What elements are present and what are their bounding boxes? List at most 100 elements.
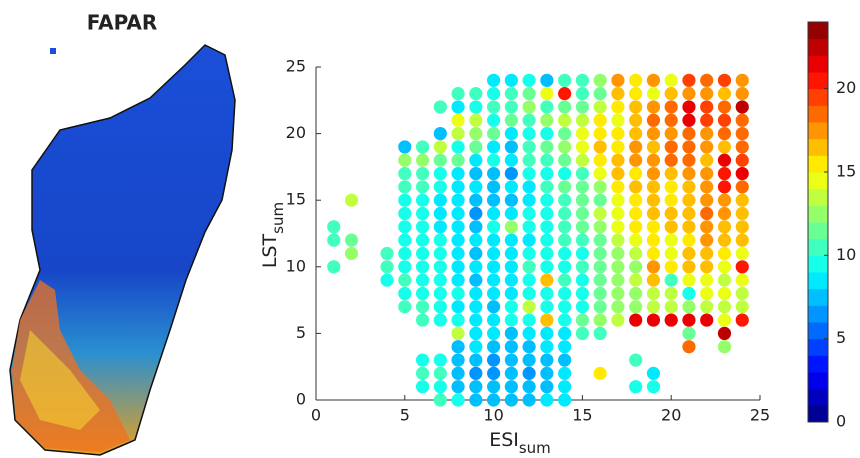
point [594,220,607,233]
point [416,207,429,220]
point [594,260,607,273]
x-tick-label: 0 [311,406,321,425]
point [398,287,411,300]
point [665,313,678,326]
point [558,207,571,220]
point [345,234,358,247]
point [629,100,642,113]
point [398,260,411,273]
point [540,367,553,380]
point [647,127,660,140]
point [505,87,518,100]
point [700,300,713,313]
point [505,194,518,207]
point [576,154,589,167]
point [380,247,393,260]
colorbar-step [808,139,828,156]
point [611,220,624,233]
point [736,154,749,167]
point [682,220,695,233]
point [434,167,447,180]
point [487,167,500,180]
point [540,340,553,353]
point [523,87,536,100]
point [576,287,589,300]
point [540,127,553,140]
point [647,194,660,207]
point [700,260,713,273]
point [451,167,464,180]
colorbar-step [808,205,828,222]
point [718,100,731,113]
point [611,300,624,313]
point [611,154,624,167]
point [736,140,749,153]
point [718,167,731,180]
point [594,207,607,220]
colorbar-step [808,305,828,322]
point [487,140,500,153]
point [647,300,660,313]
point [523,194,536,207]
point [611,194,624,207]
point [736,127,749,140]
point [611,234,624,247]
point [469,207,482,220]
point [647,313,660,326]
point [434,380,447,393]
point [416,220,429,233]
colorbar-step [808,72,828,89]
point [416,353,429,366]
point [647,114,660,127]
point [505,74,518,87]
point [523,167,536,180]
point [576,327,589,340]
colorbar-step [808,322,828,339]
point [558,167,571,180]
point [594,167,607,180]
y-tick-label: 5 [296,323,306,342]
colorbar-step [808,155,828,172]
point [700,247,713,260]
point [718,194,731,207]
point [469,380,482,393]
point [416,287,429,300]
point [576,260,589,273]
point [540,300,553,313]
point [451,114,464,127]
point [451,100,464,113]
point [682,327,695,340]
point [700,194,713,207]
point [416,380,429,393]
point [682,234,695,247]
point [505,114,518,127]
point [611,100,624,113]
point [469,274,482,287]
point [505,313,518,326]
point [665,114,678,127]
point [629,220,642,233]
point [665,167,678,180]
point [540,260,553,273]
point [629,234,642,247]
point [398,167,411,180]
point [611,247,624,260]
point [487,313,500,326]
colorbar-step [808,372,828,389]
y-label-sub: sum [269,202,287,234]
point [736,194,749,207]
point [611,287,624,300]
point [665,87,678,100]
point [718,220,731,233]
point [540,167,553,180]
point [523,74,536,87]
point [523,300,536,313]
point [451,340,464,353]
point [629,287,642,300]
colorbar-step [808,22,828,39]
point [487,260,500,273]
point [629,154,642,167]
point [523,247,536,260]
point [505,393,518,406]
point [523,327,536,340]
